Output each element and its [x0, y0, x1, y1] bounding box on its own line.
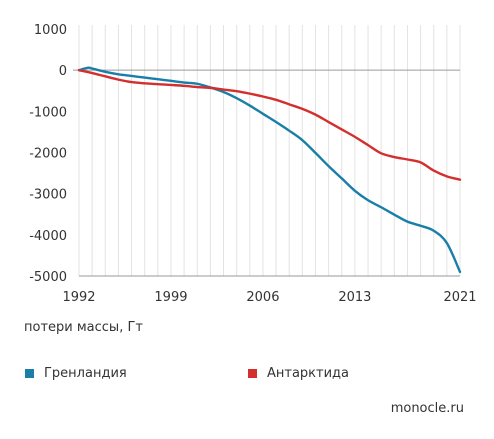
legend-label-greenland: Гренландия	[44, 366, 127, 381]
y-axis-label: потери массы, Гт	[24, 320, 143, 335]
legend-swatch-greenland	[25, 369, 34, 378]
legend-swatch-antarctica	[248, 369, 257, 378]
x-tick-label-2013: 2013	[338, 290, 371, 305]
axes	[73, 69, 460, 277]
x-tick-label-2021: 2021	[443, 290, 476, 305]
x-tick-label-1992: 1992	[62, 290, 95, 305]
y-tick-label--1000: -1000	[29, 105, 67, 120]
series-lines	[77, 66, 462, 274]
y-tick-label-1000: 1000	[34, 23, 67, 38]
x-tick-label-2006: 2006	[246, 290, 279, 305]
y-tick-label--5000: -5000	[29, 270, 67, 285]
x-tick-label-1999: 1999	[154, 290, 187, 305]
line-chart: 1000 0 -1000 -2000 -3000 -4000 -5000 1992 1999 20…	[29, 23, 476, 305]
y-tick-label--2000: -2000	[29, 147, 67, 162]
legend-item-antarctica: Антарктида	[248, 366, 349, 381]
source-credit: monocle.ru	[390, 401, 464, 416]
tick-labels: 1000 0 -1000 -2000 -3000 -4000 -5000 1992 1999 20…	[29, 23, 476, 305]
series-line-0	[77, 66, 462, 274]
legend-item-greenland: Гренландия	[25, 366, 127, 381]
grid-lines	[78, 25, 461, 276]
y-tick-label--4000: -4000	[29, 229, 67, 244]
legend-label-antarctica: Антарктида	[267, 366, 350, 381]
y-tick-label--3000: -3000	[29, 188, 67, 203]
series-line-1	[77, 68, 462, 181]
y-tick-label-0: 0	[59, 64, 67, 79]
